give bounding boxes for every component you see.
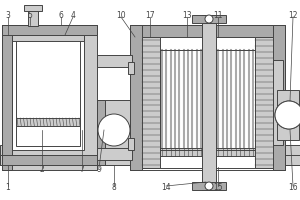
Text: 11: 11	[213, 10, 223, 20]
Bar	[142, 37, 273, 168]
Bar	[255, 37, 273, 168]
Bar	[24, 5, 42, 11]
Text: 1: 1	[6, 184, 10, 192]
Bar	[2, 155, 97, 165]
Circle shape	[205, 182, 213, 190]
Bar	[130, 155, 285, 167]
Bar	[16, 38, 80, 146]
Bar	[2, 25, 97, 35]
Bar	[160, 50, 255, 150]
Bar	[12, 35, 84, 41]
Bar	[160, 50, 255, 150]
Text: 5: 5	[28, 10, 32, 20]
Bar	[160, 148, 255, 156]
Bar	[273, 60, 283, 145]
Bar	[142, 37, 160, 168]
Bar	[97, 100, 132, 165]
Text: 2: 2	[40, 166, 44, 174]
Text: 14: 14	[161, 184, 171, 192]
Bar	[273, 25, 285, 170]
Text: 8: 8	[112, 184, 116, 192]
Circle shape	[98, 114, 130, 146]
Text: 6: 6	[58, 10, 63, 20]
Circle shape	[275, 101, 300, 129]
Circle shape	[205, 15, 213, 23]
Bar	[2, 25, 12, 170]
Bar	[0, 155, 300, 165]
Bar	[202, 15, 216, 190]
Bar	[192, 15, 226, 23]
Bar	[28, 8, 38, 26]
Bar	[130, 25, 285, 37]
Bar	[12, 35, 84, 150]
Text: 9: 9	[97, 166, 101, 174]
Bar	[128, 138, 134, 150]
Text: 15: 15	[213, 184, 223, 192]
Text: 3: 3	[6, 10, 10, 20]
Bar	[0, 145, 300, 165]
Text: 12: 12	[288, 10, 298, 20]
Bar	[97, 148, 132, 160]
Circle shape	[275, 101, 300, 129]
Bar	[130, 25, 142, 170]
Bar	[192, 182, 226, 190]
Text: 16: 16	[288, 184, 298, 192]
Bar	[128, 62, 134, 74]
Text: 7: 7	[80, 166, 84, 174]
Text: 13: 13	[182, 10, 192, 20]
Bar	[2, 25, 97, 170]
Text: 17: 17	[145, 10, 155, 20]
Bar	[277, 90, 299, 140]
Bar	[97, 100, 105, 165]
Bar	[130, 25, 285, 170]
Bar	[16, 118, 80, 126]
Bar	[97, 55, 132, 67]
Text: 10: 10	[116, 10, 126, 20]
Text: 4: 4	[70, 10, 75, 20]
